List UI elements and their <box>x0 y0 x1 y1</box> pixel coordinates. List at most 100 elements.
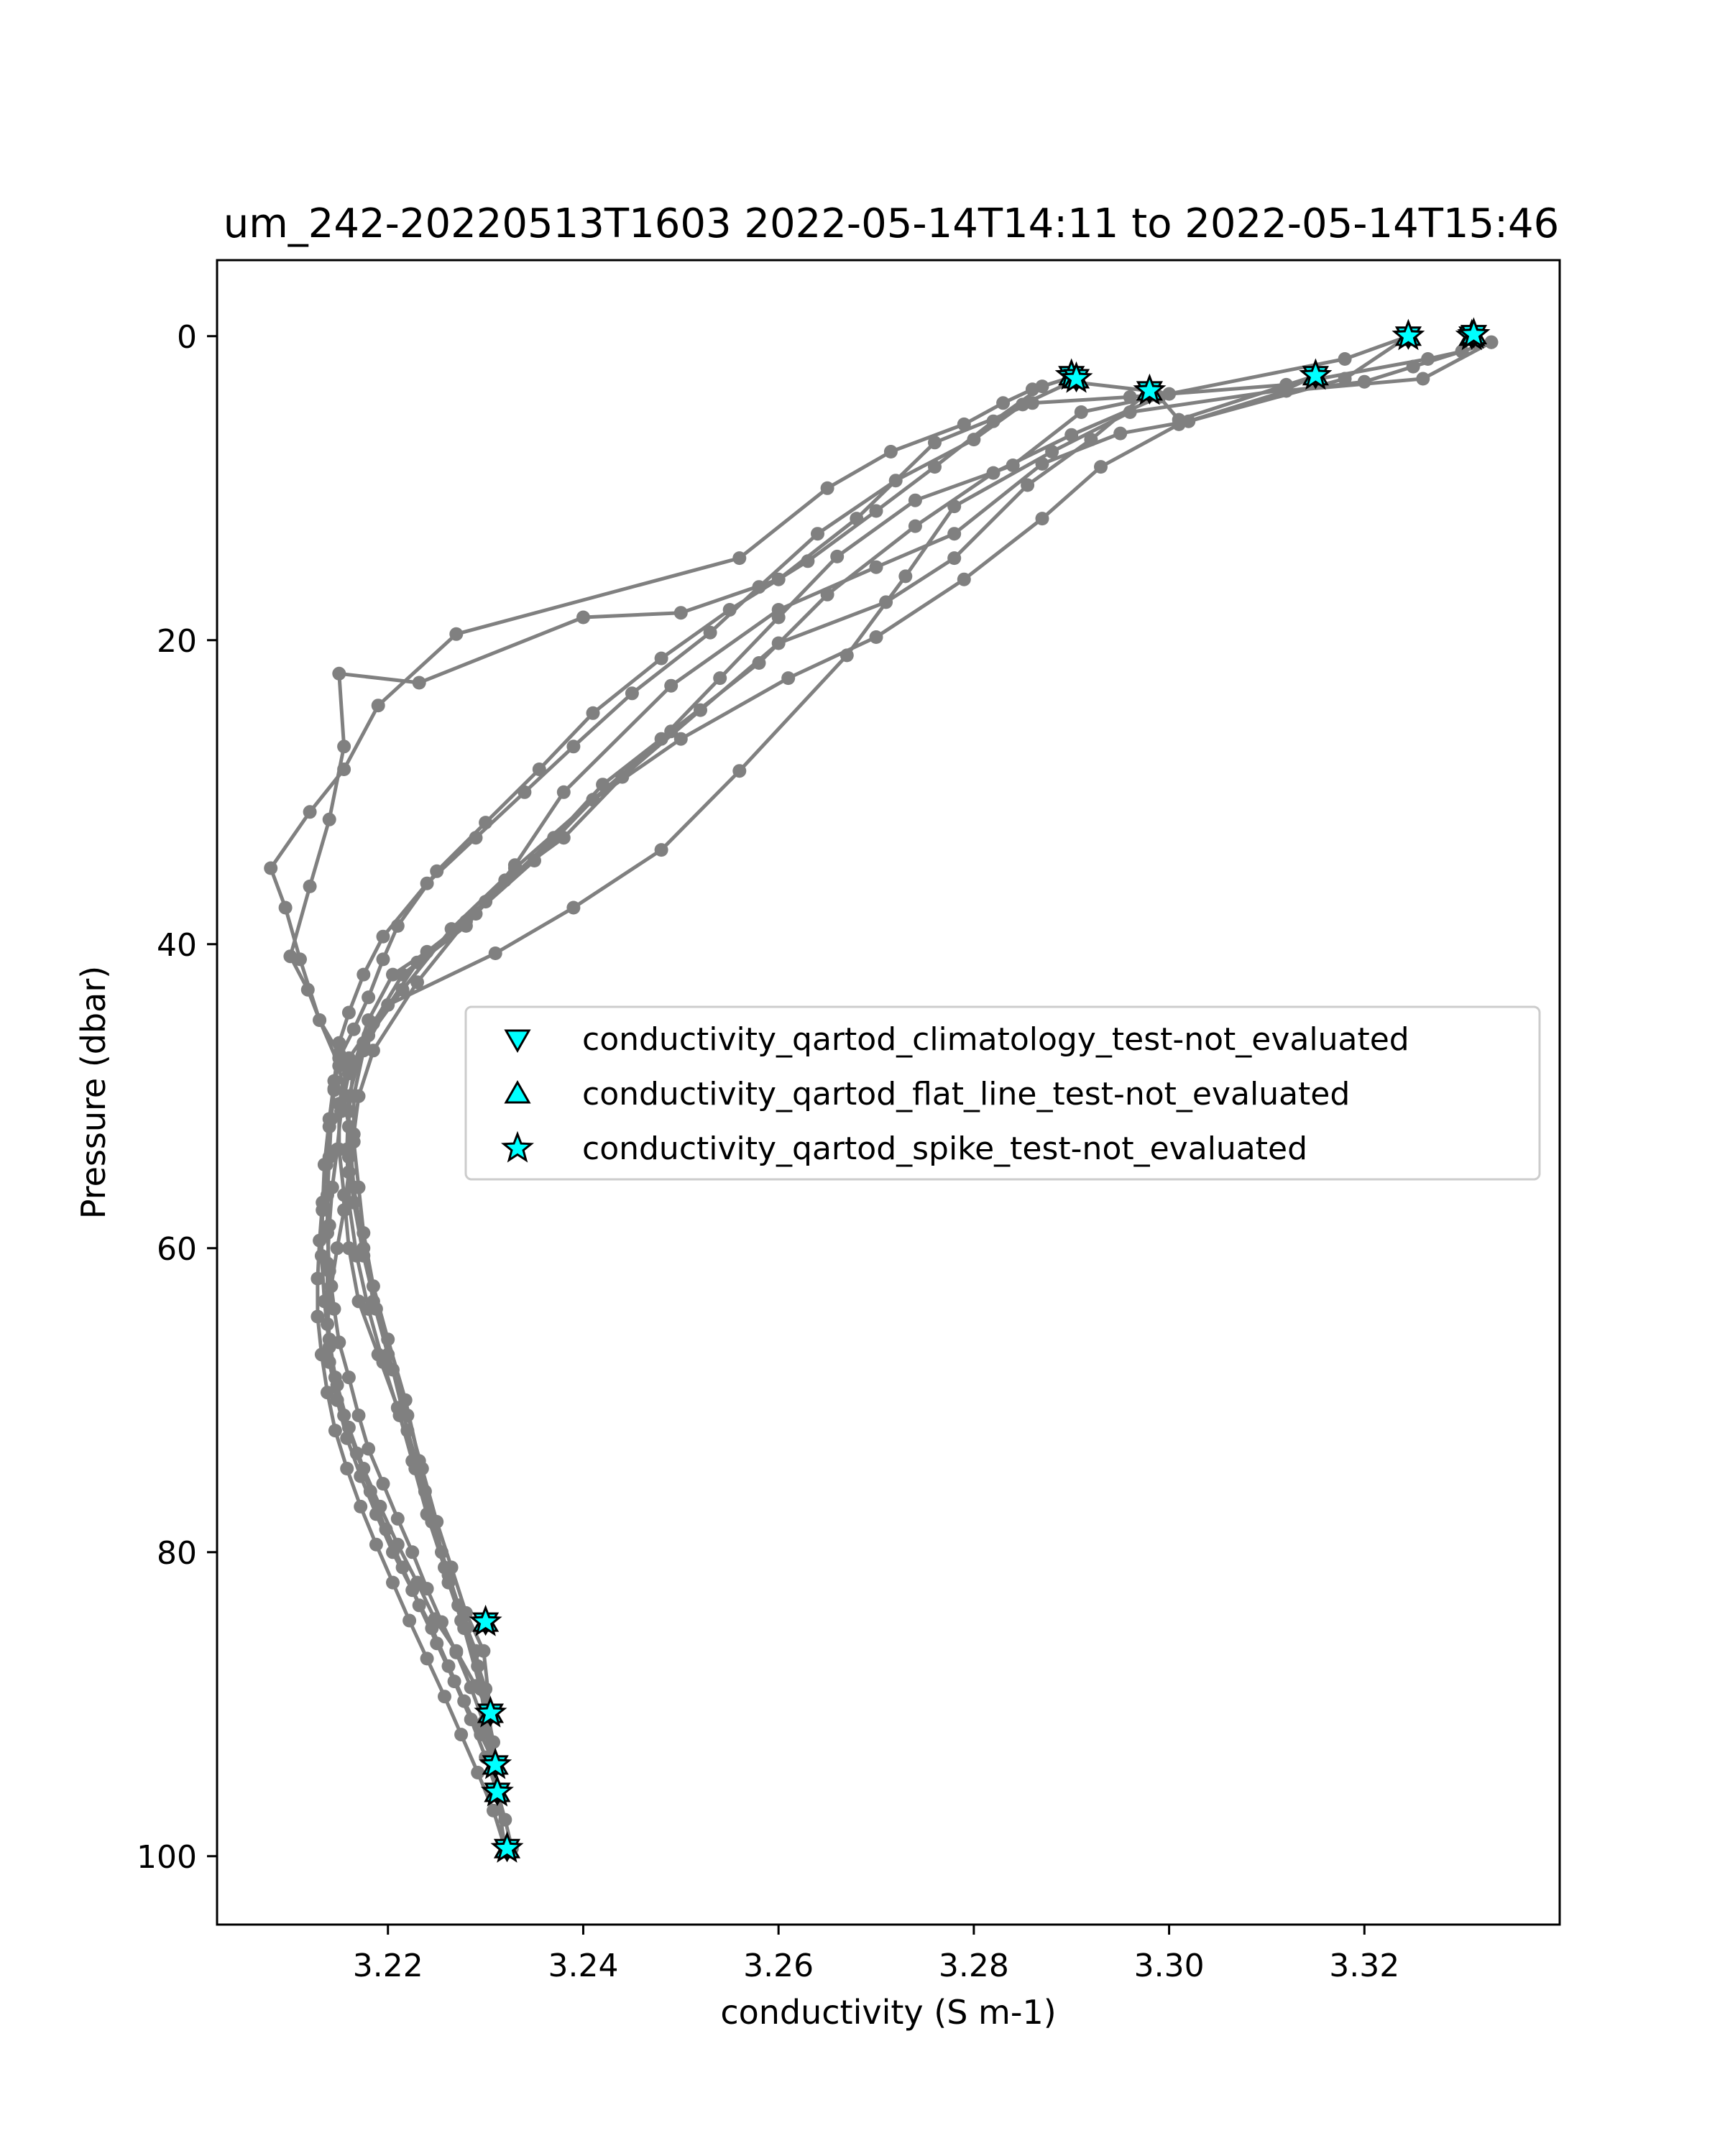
data-point <box>898 569 913 584</box>
data-point <box>321 1386 334 1400</box>
data-point <box>654 843 668 857</box>
y-tick-label: 60 <box>157 1231 197 1268</box>
x-tick-label: 3.32 <box>1329 1948 1399 1984</box>
data-point <box>356 967 371 982</box>
data-point <box>300 982 315 997</box>
series-10 <box>340 335 1499 1772</box>
data-point <box>376 1355 390 1369</box>
legend: conductivity_qartod_climatology_test-not… <box>464 1005 1541 1181</box>
data-point <box>586 706 600 720</box>
legend-item: conductivity_qartod_climatology_test-not… <box>504 1021 1409 1058</box>
data-point <box>459 1621 473 1636</box>
data-point <box>303 805 317 819</box>
data-point <box>420 1651 434 1666</box>
spike-flag-marker <box>480 1774 514 1807</box>
data-point <box>732 551 747 566</box>
data-point <box>464 1713 478 1726</box>
data-point <box>1484 335 1499 349</box>
data-point <box>1416 372 1430 386</box>
data-point <box>278 900 293 915</box>
data-point <box>362 1013 376 1027</box>
data-point <box>341 1089 356 1103</box>
data-point <box>444 922 459 936</box>
legend-label: conductivity_qartod_spike_test-not_evalu… <box>582 1130 1307 1167</box>
y-tick-label: 20 <box>157 623 197 660</box>
data-point <box>883 445 898 459</box>
data-point <box>654 732 668 746</box>
data-point <box>366 1044 380 1058</box>
data-point <box>322 1332 336 1347</box>
plot-frame <box>216 259 1561 1926</box>
data-point <box>471 1766 485 1779</box>
data-point <box>321 1294 334 1309</box>
data-point <box>386 1363 400 1377</box>
data-point <box>869 504 883 518</box>
flag-markers-layer <box>469 317 1491 1863</box>
data-point <box>1455 344 1469 359</box>
legend-label: conductivity_qartod_climatology_test-not… <box>582 1021 1409 1058</box>
data-point <box>430 864 444 878</box>
data-point <box>264 861 278 875</box>
spike-flag-marker <box>490 1830 524 1863</box>
data-point <box>771 603 786 617</box>
data-point <box>732 764 747 778</box>
x-tick-label: 3.30 <box>1134 1948 1205 1984</box>
series-9 <box>283 335 1499 1856</box>
data-point <box>1172 417 1186 431</box>
y-tick-label: 80 <box>157 1535 197 1572</box>
data-point <box>947 551 962 566</box>
data-point <box>869 560 883 574</box>
spike-flag-marker <box>1392 318 1425 351</box>
data-point <box>654 651 668 665</box>
data-point <box>532 763 546 776</box>
data-point <box>337 740 351 754</box>
data-point <box>1357 374 1371 389</box>
spike-flag-marker <box>1299 358 1333 390</box>
flag-marker-group <box>1299 358 1333 390</box>
data-point <box>625 686 639 701</box>
data-point <box>703 625 717 640</box>
data-point <box>1113 426 1128 441</box>
data-point <box>395 982 410 997</box>
data-point <box>283 949 298 964</box>
data-point <box>1279 384 1294 398</box>
y-tick-label: 0 <box>177 319 197 356</box>
data-point <box>928 436 942 450</box>
data-point <box>1045 445 1059 459</box>
data-point <box>1025 382 1039 397</box>
y-tick-label: 100 <box>137 1839 197 1876</box>
data-point <box>830 549 845 563</box>
data-point <box>349 1248 364 1263</box>
data-point <box>420 876 434 890</box>
data-point <box>330 1142 344 1156</box>
data-point <box>354 1499 368 1514</box>
data-point <box>947 527 962 541</box>
x-tick-label: 3.22 <box>353 1948 423 1984</box>
spike-flag-marker <box>1059 361 1093 393</box>
data-point <box>425 1515 439 1529</box>
data-point <box>430 1636 444 1651</box>
data-point <box>1406 359 1420 374</box>
data-point <box>376 1477 390 1491</box>
data-point <box>518 785 532 799</box>
data-point <box>479 1682 493 1696</box>
data-point <box>1035 456 1049 471</box>
legend-marker-triangle-up <box>504 1079 531 1104</box>
data-point <box>376 929 390 944</box>
data-point <box>673 606 688 620</box>
data-point <box>850 512 864 526</box>
data-point <box>996 396 1011 410</box>
data-point <box>408 1462 423 1475</box>
data-point <box>303 879 317 893</box>
data-point <box>349 1446 364 1460</box>
series-line <box>346 334 1409 1849</box>
data-point <box>469 831 483 845</box>
data-point <box>869 630 883 644</box>
data-point <box>325 1180 339 1194</box>
flag-marker-group <box>1059 361 1093 393</box>
y-axis-label: Pressure (dbar) <box>74 966 113 1219</box>
data-point <box>328 1370 342 1385</box>
data-point <box>908 493 922 507</box>
x-axis-label: conductivity (S m-1) <box>720 1993 1056 2032</box>
